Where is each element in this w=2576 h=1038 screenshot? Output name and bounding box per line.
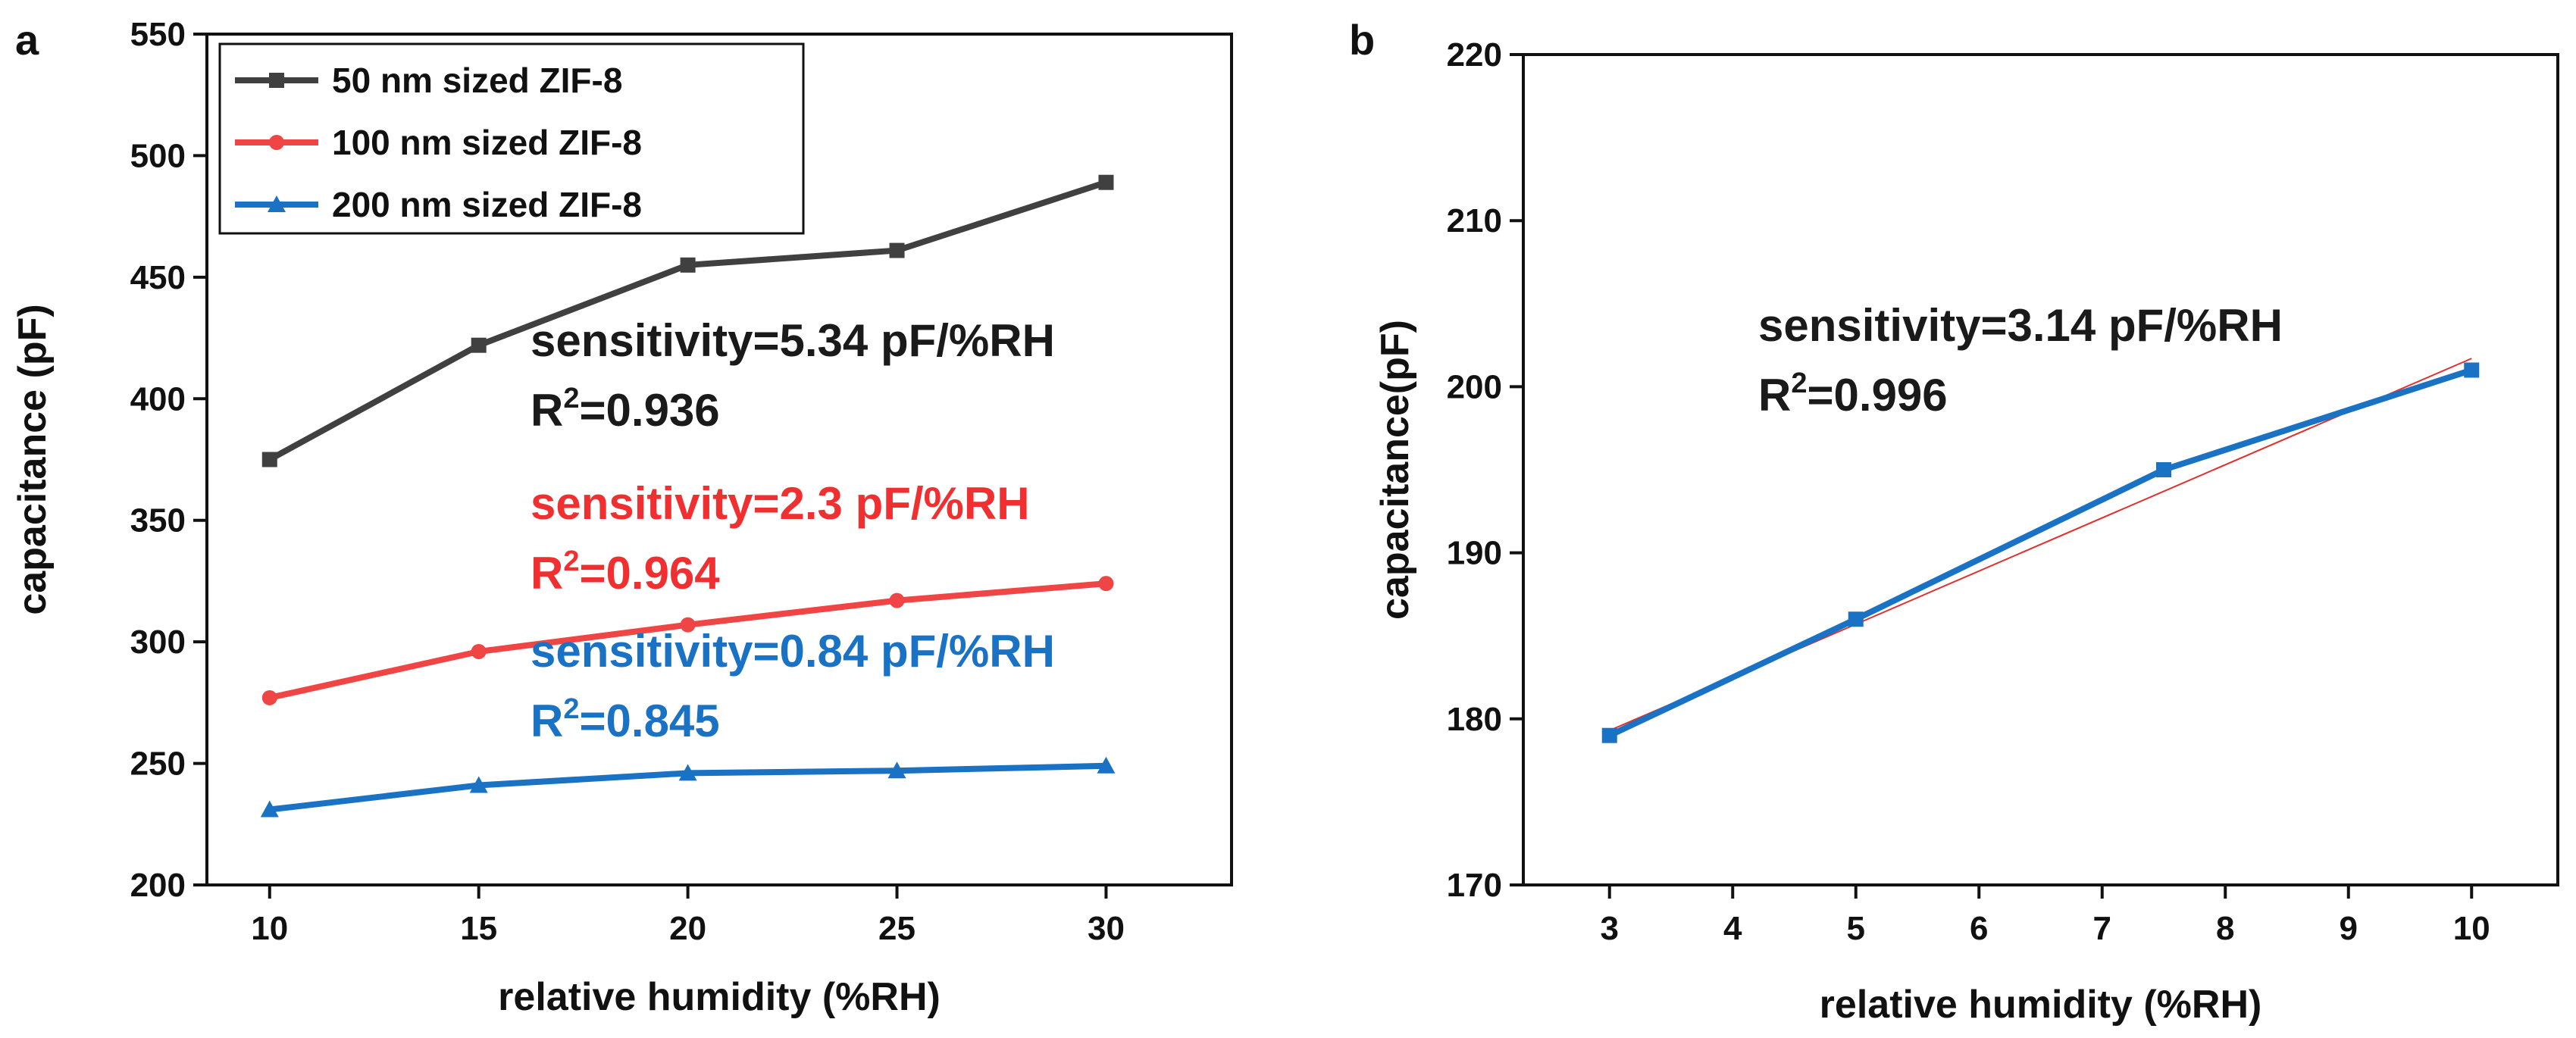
data-point [2156,462,2171,477]
data-point [260,800,279,818]
x-tick-label: 4 [1723,910,1742,947]
r-squared-annotation: R2=0.845 [531,693,720,746]
y-tick-label: 210 [1447,202,1502,239]
y-tick-label: 220 [1447,36,1502,73]
x-tick-label: 9 [2340,910,2358,947]
plot-frame [205,33,1233,886]
r-squared-superscript: 2 [1791,367,1807,399]
x-tick-label: 25 [878,910,916,947]
x-tick-label: 6 [1970,910,1988,947]
y-tick-label: 250 [130,746,186,783]
r-squared-value: =0.845 [579,696,719,746]
data-point [680,617,696,633]
y-tick-label: 200 [1447,368,1502,405]
r-squared-symbol: R [531,548,563,599]
r-squared-symbol: R [531,385,563,436]
data-point [889,592,905,608]
data-point [1097,756,1116,774]
legend-swatch-marker [268,195,286,212]
r-squared-symbol: R [1758,370,1791,421]
series-line [1608,367,2473,739]
x-axis-label: relative humidity (%RH) [498,975,941,1019]
r-squared-value: =0.996 [1807,370,1947,421]
x-axis-label: relative humidity (%RH) [1820,983,2262,1027]
data-point [2464,362,2480,378]
r-squared-annotation: R2=0.936 [531,383,720,436]
sensitivity-annotation: sensitivity=2.3 pF/%RH [531,478,1030,529]
r-squared-annotation: R2=0.996 [1758,367,1948,421]
data-point [678,764,697,781]
r-squared-superscript: 2 [563,383,579,414]
data-point [261,689,277,705]
legend-label: 100 nm sized ZIF-8 [332,123,642,162]
x-tick-label: 8 [2216,910,2234,947]
y-axis-label: capacitance (pF) [11,304,55,614]
chart-b: b 3 4 5 6 7 8 9 10 170 180 190 200 210 220 relative hum… [1349,16,2559,1027]
x-tick-label: 20 [669,910,706,947]
x-tick-label: 7 [2093,910,2111,947]
x-tick-label: 15 [460,910,497,947]
data-point [471,337,487,353]
y-tick-label: 350 [130,502,186,539]
y-tick-label: 200 [130,867,186,904]
data-point [889,242,905,258]
r-squared-superscript: 2 [563,546,579,577]
legend-label: 200 nm sized ZIF-8 [332,185,642,224]
x-tick-label: 10 [251,910,288,947]
panel-letter: a [15,16,39,64]
y-tick-label: 450 [130,259,186,296]
legend-swatch-marker [269,73,284,88]
x-tick-label: 5 [1847,910,1865,947]
y-tick-label: 300 [130,624,186,661]
sensitivity-annotation: sensitivity=0.84 pF/%RH [531,626,1055,677]
chart-a: a 10 15 20 25 30 200 250 300 350 400 450 500 550 relat… [11,16,1233,1019]
y-tick-label: 500 [130,137,186,174]
legend-swatch-marker [269,135,284,150]
x-tick-label: 3 [1601,910,1619,947]
plot-frame [1522,53,2559,886]
data-point [1848,611,1864,627]
y-tick-label: 550 [130,16,186,53]
y-tick-label: 170 [1447,867,1502,904]
r-squared-value: =0.964 [579,548,720,599]
data-point [1601,727,1617,743]
r-squared-annotation: R2=0.964 [531,546,720,599]
sensitivity-annotation: sensitivity=5.34 pF/%RH [531,315,1055,366]
data-point [469,776,488,793]
y-tick-label: 190 [1447,535,1502,572]
y-axis-label: capacitance(pF) [1373,320,1417,620]
legend-label: 50 nm sized ZIF-8 [332,61,622,100]
data-point [1098,174,1114,190]
r-squared-superscript: 2 [563,693,579,725]
y-tick-label: 180 [1447,701,1502,738]
r-squared-symbol: R [531,696,563,746]
panel-letter: b [1349,16,1375,64]
r-squared-value: =0.936 [579,385,719,436]
y-tick-label: 400 [130,380,186,417]
x-tick-label: 30 [1088,910,1125,947]
data-point [471,643,487,659]
sensitivity-annotation: sensitivity=3.14 pF/%RH [1758,300,2283,351]
x-tick-label: 10 [2453,910,2490,947]
data-point [261,452,277,467]
data-point [1098,576,1114,592]
data-point [887,761,906,779]
data-point [680,257,696,273]
